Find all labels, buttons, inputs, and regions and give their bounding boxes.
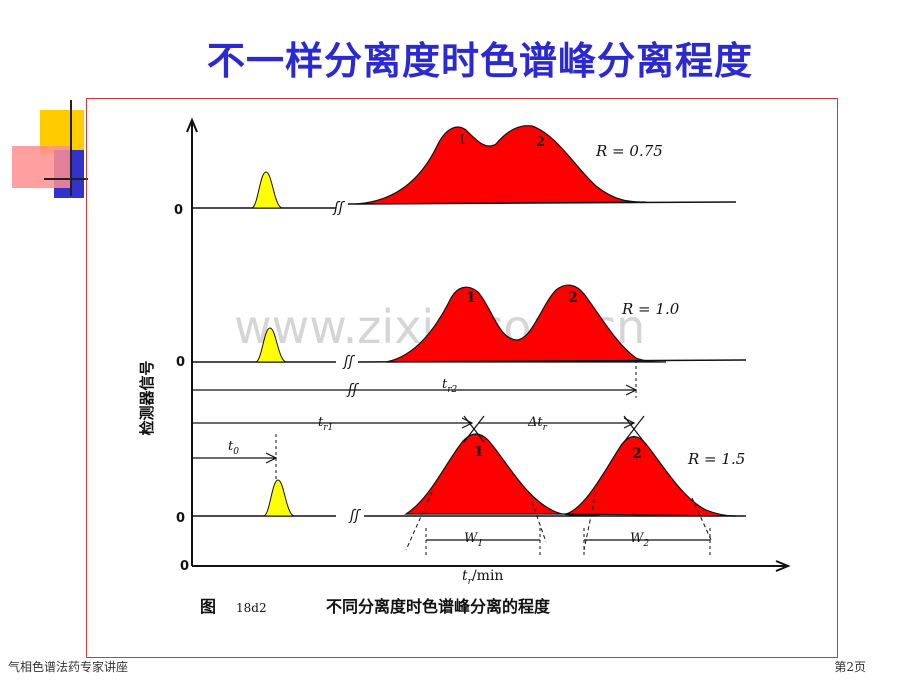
caption-text: 不同分离度时色谱峰分离的程度	[326, 597, 551, 616]
merged-peaks-1	[355, 125, 647, 205]
peak2-label-trace2: 2	[568, 290, 578, 306]
cross-mark-1b	[463, 415, 485, 443]
zero-label-2: 0	[176, 355, 185, 370]
peak1-trace3	[403, 433, 607, 516]
peak1-label-trace3: 1	[474, 444, 484, 460]
resolution-label-trace1: R = 0.75	[595, 142, 663, 160]
tr1-arrow	[461, 417, 474, 429]
w2-label: W2	[630, 531, 649, 549]
tangent-1-left	[405, 491, 433, 551]
resolution-label-trace3: R = 1.5	[687, 450, 745, 468]
peak1-label-trace1: 1	[458, 133, 466, 148]
peak1-label-trace2: 1	[466, 290, 476, 306]
zero-label-4: 0	[180, 559, 189, 574]
deco-vline	[70, 100, 72, 196]
break-mark-2: ʃʃ	[342, 354, 356, 370]
peak2-label-trace3: 2	[632, 446, 642, 462]
t0-label: t0	[228, 439, 239, 457]
caption-fig: 图	[200, 597, 216, 616]
zero-label-3: 0	[176, 511, 185, 526]
separated-peaks-2	[385, 284, 667, 363]
cross-mark-2b	[623, 415, 645, 443]
x-axis-label: tr/min	[462, 568, 503, 587]
deco-hline	[44, 178, 88, 180]
w1-label: W1	[464, 531, 483, 549]
tangent-1-right	[531, 501, 547, 543]
y-axis-label: 检测器信号	[138, 360, 156, 435]
page-number: 第2页	[834, 660, 866, 674]
tr2-label: tr2	[442, 377, 458, 395]
dead-time-peak-2	[255, 327, 287, 363]
break-mark-3: ʃʃ	[348, 508, 362, 524]
delta-tr-label: Δtr	[527, 415, 548, 433]
dead-time-peak-1	[251, 171, 283, 209]
zero-label-1: 0	[174, 203, 183, 218]
baseline-1b	[347, 201, 737, 205]
break-mark-tr2: ʃʃ	[346, 382, 360, 398]
footer-left: 气相色谱法药专家讲座	[8, 660, 129, 674]
peak2-label-trace1: 2	[536, 135, 545, 150]
caption-num: 18d2	[236, 601, 267, 615]
x-axis-arrow	[775, 560, 791, 572]
deco-pink-square	[12, 146, 70, 188]
chromatogram-diagram: www.zixin.com.cn 检测器信号 0 0 0 0 ʃʃ 1 2 R …	[138, 117, 791, 616]
slide-title: 不一样分离度时色谱峰分离程度	[206, 39, 753, 83]
baseline-2b	[357, 359, 747, 363]
y-axis-arrow	[186, 117, 198, 133]
tr1-label: tr1	[318, 415, 333, 433]
break-mark-1: ʃʃ	[332, 200, 346, 216]
resolution-label-trace2: R = 1.0	[621, 300, 680, 318]
diagram-frame	[86, 98, 838, 658]
peak2-trace3	[565, 435, 737, 517]
dead-time-peak-3	[263, 479, 295, 517]
tangent-2-right	[691, 497, 713, 543]
